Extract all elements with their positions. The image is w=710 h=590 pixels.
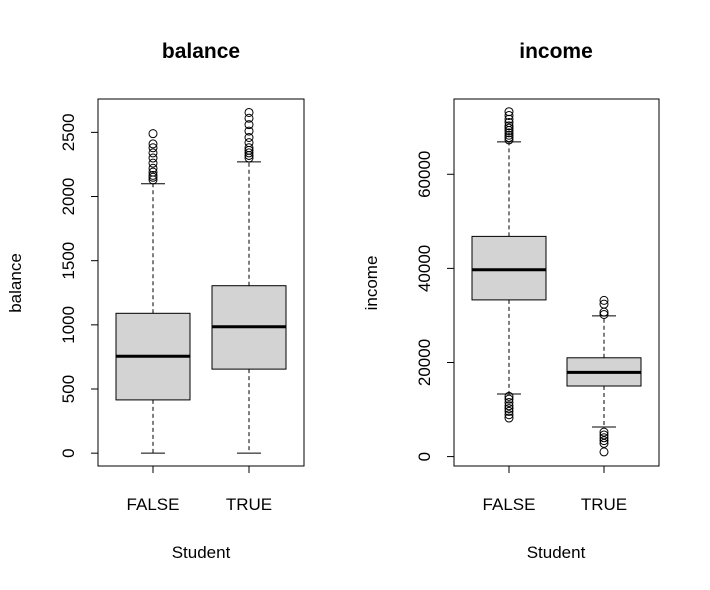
y-tick-label: 0 <box>415 452 434 461</box>
outlier-point <box>599 309 609 319</box>
y-tick-label: 40000 <box>415 245 434 292</box>
y-axis: 0 500 1000 1500 2000 2500 <box>59 113 99 458</box>
outlier-point <box>504 118 514 128</box>
outlier-point <box>244 138 254 148</box>
income-panel: income Student income 0 20000 40000 60000 F… <box>362 40 660 562</box>
y-tick-label: 20000 <box>415 339 434 386</box>
outlier-point <box>244 148 254 158</box>
outlier-point <box>148 129 158 139</box>
y-tick-label: 2000 <box>59 178 78 216</box>
y-axis-label: income <box>362 256 381 311</box>
outlier-point <box>599 433 609 443</box>
x-axis: FALSE TRUE <box>127 465 272 514</box>
x-axis: FALSE TRUE <box>483 465 627 514</box>
outlier-point <box>244 126 254 136</box>
y-tick-label: 500 <box>59 375 78 403</box>
outlier-point <box>504 130 514 140</box>
outlier-point <box>504 110 514 120</box>
outlier-point <box>148 139 158 149</box>
y-axis-label: balance <box>6 253 25 313</box>
x-axis-label: Student <box>172 543 231 562</box>
y-tick-label: 1000 <box>59 306 78 344</box>
outlier-point <box>148 143 158 153</box>
outlier-point <box>504 401 514 411</box>
outlier-point <box>504 404 514 414</box>
outlier-point <box>504 406 514 416</box>
outlier-point <box>599 299 609 309</box>
outlier-point <box>148 148 158 158</box>
box-true <box>566 295 642 457</box>
y-tick-label: 0 <box>59 448 78 457</box>
box-false <box>115 129 191 454</box>
outlier-point <box>599 447 609 457</box>
outlier-point <box>504 413 514 423</box>
outlier-point <box>244 113 254 123</box>
outlier-point <box>504 394 514 404</box>
outlier-point <box>148 153 158 163</box>
y-tick-label: 60000 <box>415 151 434 198</box>
outlier-point <box>148 167 158 177</box>
chart-title: income <box>519 40 593 63</box>
x-tick-label: FALSE <box>483 495 536 514</box>
box-true <box>211 107 287 454</box>
outlier-point <box>504 128 514 138</box>
box-false <box>471 107 547 423</box>
balance-panel: balance Student balance 0 500 1000 1500 2000… <box>6 40 305 562</box>
iqr-box <box>471 235 547 301</box>
x-tick-label: TRUE <box>226 495 272 514</box>
outlier-point <box>504 123 514 133</box>
x-axis-label: Student <box>527 543 586 562</box>
outlier-point <box>504 410 514 420</box>
x-tick-label: FALSE <box>127 495 180 514</box>
x-tick-label: TRUE <box>581 495 627 514</box>
y-tick-label: 1500 <box>59 242 78 280</box>
y-axis: 0 20000 40000 60000 <box>415 151 455 461</box>
outlier-point <box>148 163 158 173</box>
chart-title: balance <box>162 40 240 63</box>
outlier-point <box>244 132 254 142</box>
outlier-point <box>504 391 514 401</box>
outlier-point <box>504 133 514 143</box>
outlier-point <box>244 107 254 117</box>
outlier-point <box>504 107 514 117</box>
y-tick-label: 2500 <box>59 113 78 151</box>
outlier-point <box>148 170 158 180</box>
outlier-point <box>504 397 514 407</box>
outlier-point <box>148 158 158 168</box>
outlier-point <box>244 120 254 130</box>
outlier-point <box>599 295 609 305</box>
box-marks <box>115 107 287 454</box>
box-marks <box>471 107 642 457</box>
outlier-point <box>504 135 514 145</box>
outlier-point <box>599 436 609 446</box>
outlier-point <box>244 143 254 153</box>
outlier-point <box>504 121 514 131</box>
plot-frame <box>97 98 305 467</box>
